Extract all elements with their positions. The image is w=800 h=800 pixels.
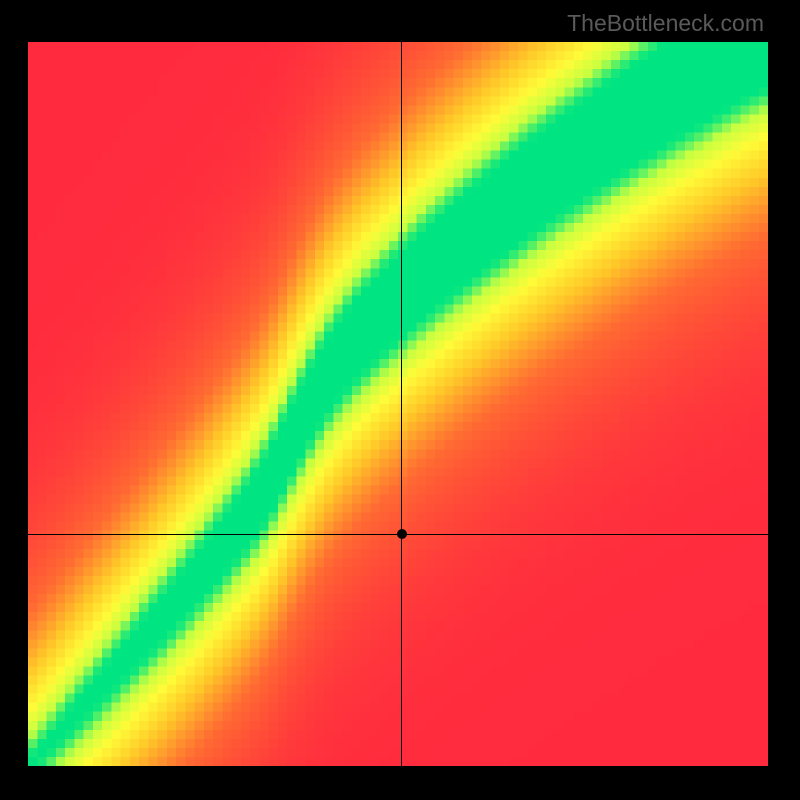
watermark-text: TheBottleneck.com bbox=[567, 10, 764, 37]
plot-area bbox=[28, 42, 768, 766]
crosshair-vertical bbox=[401, 42, 402, 766]
bottleneck-heatmap bbox=[28, 42, 768, 766]
selection-marker bbox=[397, 529, 407, 539]
